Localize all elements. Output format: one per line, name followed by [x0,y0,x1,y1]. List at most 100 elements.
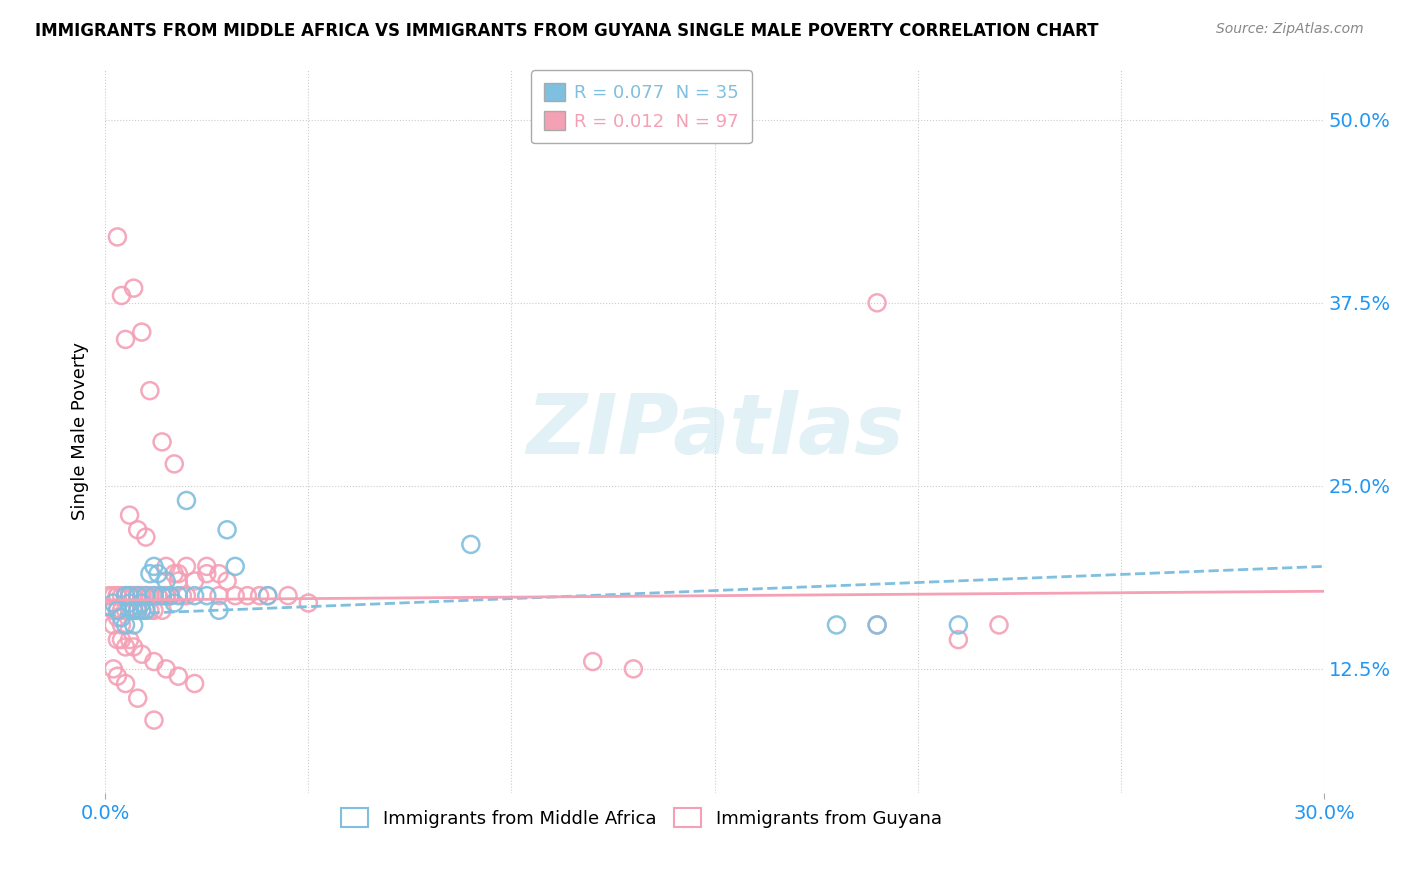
Point [195,566,218,581]
Point [105,632,128,647]
Point [122,589,145,603]
Point [208,566,231,581]
Point [127,603,149,617]
Point [146,589,169,603]
Point [176,559,198,574]
Point [122,589,145,603]
Point [105,589,128,603]
Point [131,647,153,661]
Point [110,632,132,647]
Point [143,589,166,603]
Point [866,295,889,310]
Point [866,618,889,632]
Point [183,574,205,588]
Point [122,618,145,632]
Point [131,589,153,603]
Point [127,603,149,617]
Point [110,589,132,603]
Point [127,691,149,706]
Point [224,589,246,603]
Point [948,632,970,647]
Point [621,662,644,676]
Point [163,566,186,581]
Point [103,596,125,610]
Point [167,566,190,581]
Point [236,589,259,603]
Point [150,603,173,617]
Point [297,596,319,610]
Point [825,618,848,632]
Point [195,559,218,574]
Text: ZIPatlas: ZIPatlas [526,391,904,472]
Point [183,589,205,603]
Y-axis label: Single Male Poverty: Single Male Poverty [72,342,89,520]
Point [110,618,132,632]
Point [114,589,136,603]
Point [139,603,162,617]
Point [118,589,141,603]
Point [176,493,198,508]
Point [167,574,190,588]
Point [122,603,145,617]
Point [139,589,162,603]
Point [105,669,128,683]
Point [217,523,239,537]
Point [155,574,177,588]
Point [155,559,177,574]
Point [167,589,190,603]
Point [122,281,145,295]
Point [146,589,169,603]
Point [131,589,153,603]
Point [127,589,149,603]
Point [114,589,136,603]
Point [131,603,153,617]
Point [110,288,132,302]
Point [127,589,149,603]
Text: IMMIGRANTS FROM MIDDLE AFRICA VS IMMIGRANTS FROM GUYANA SINGLE MALE POVERTY CORR: IMMIGRANTS FROM MIDDLE AFRICA VS IMMIGRA… [35,22,1098,40]
Point [159,589,181,603]
Point [249,589,271,603]
Point [131,596,153,610]
Point [122,640,145,654]
Point [155,589,177,603]
Point [98,589,121,603]
Point [208,603,231,617]
Point [114,589,136,603]
Point [150,589,173,603]
Point [103,618,125,632]
Point [127,589,149,603]
Point [131,325,153,339]
Legend: Immigrants from Middle Africa, Immigrants from Guyana: Immigrants from Middle Africa, Immigrant… [335,801,949,835]
Point [135,603,157,617]
Point [110,610,132,624]
Point [195,589,218,603]
Point [105,589,128,603]
Point [127,523,149,537]
Point [114,603,136,617]
Point [866,618,889,632]
Point [208,589,231,603]
Point [118,603,141,617]
Point [114,640,136,654]
Point [159,589,181,603]
Point [150,589,173,603]
Text: Source: ZipAtlas.com: Source: ZipAtlas.com [1216,22,1364,37]
Point [135,603,157,617]
Point [277,589,299,603]
Point [105,603,128,617]
Point [139,589,162,603]
Point [103,662,125,676]
Point [118,632,141,647]
Point [105,230,128,244]
Point [118,596,141,610]
Point [103,589,125,603]
Point [163,457,186,471]
Point [122,589,145,603]
Point [948,618,970,632]
Point [143,589,166,603]
Point [183,676,205,690]
Point [167,669,190,683]
Point [143,713,166,727]
Point [135,530,157,544]
Point [582,655,605,669]
